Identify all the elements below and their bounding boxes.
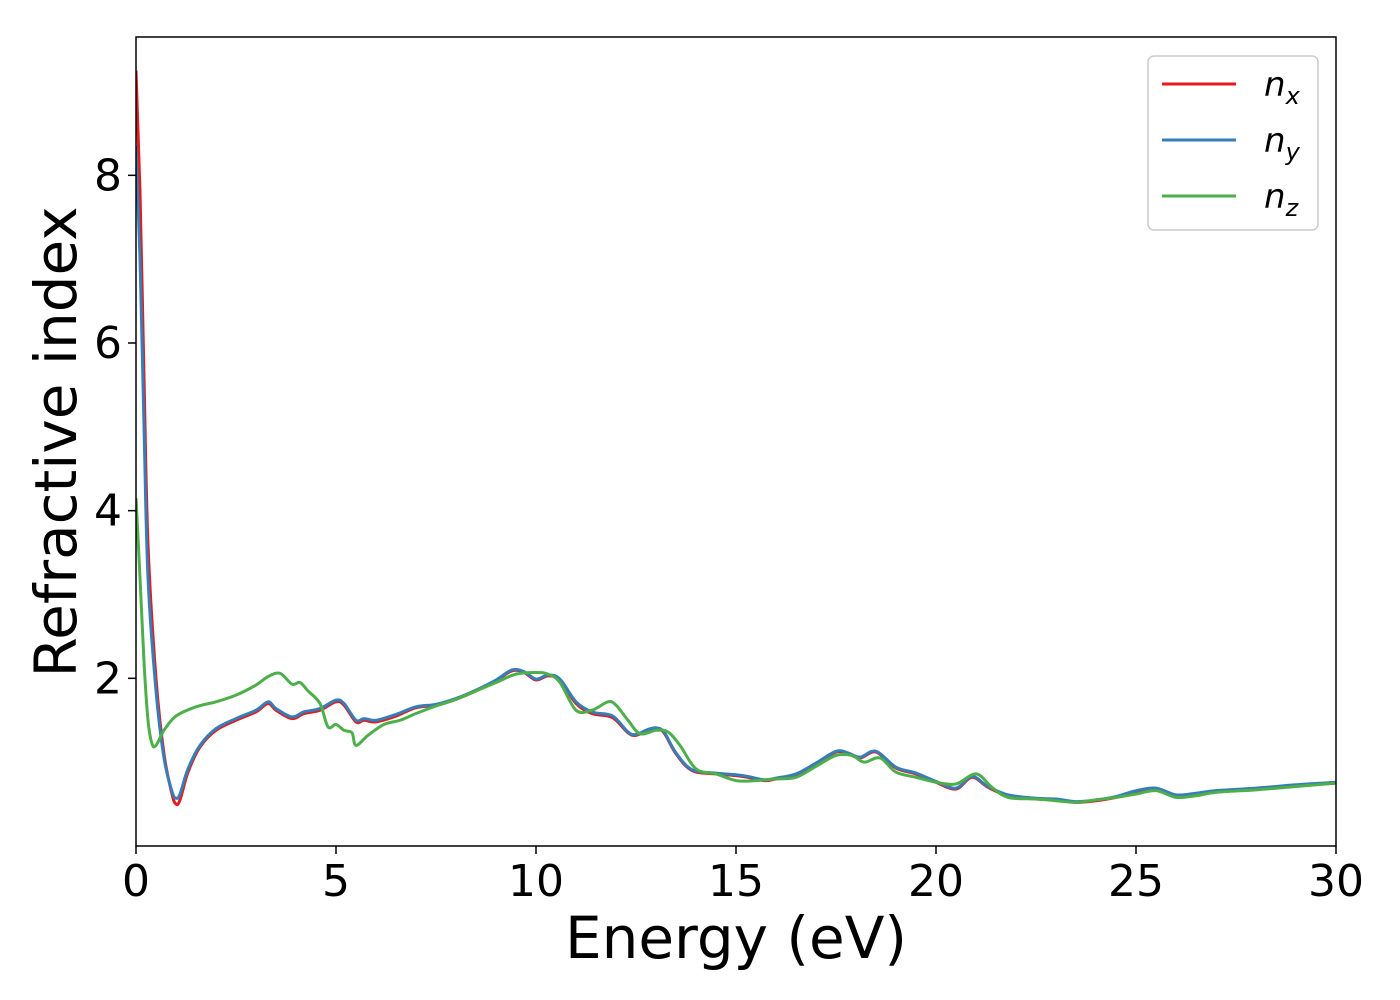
x-tick-label: 0 — [122, 856, 150, 907]
y-tick-label: 4 — [94, 486, 122, 537]
legend-label: nz — [1264, 177, 1300, 222]
x-tick-label: 20 — [908, 856, 964, 907]
y-tick-label: 8 — [94, 150, 122, 201]
x-tick-label: 15 — [708, 856, 764, 907]
legend-entry-nz: nz — [1162, 177, 1300, 222]
series-line-nz — [136, 498, 1336, 804]
x-tick-label: 10 — [508, 856, 564, 907]
x-tick-label: 25 — [1108, 856, 1164, 907]
y-axis-title: Refractive index — [22, 206, 90, 677]
legend-entry-ny: ny — [1162, 121, 1301, 166]
x-axis-ticks: 0 5 10 15 20 25 30 — [122, 846, 1364, 907]
legend-frame — [1147, 55, 1319, 231]
x-tick-label: 5 — [322, 856, 350, 907]
legend: nx ny nz — [1147, 55, 1319, 231]
y-tick-label: 2 — [94, 653, 122, 704]
series-line-ny — [136, 145, 1336, 804]
series-lines — [136, 70, 1336, 807]
x-axis-title: Energy (eV) — [565, 904, 907, 972]
legend-label: nx — [1264, 65, 1301, 110]
y-tick-label: 6 — [94, 318, 122, 369]
legend-entry-nx: nx — [1162, 65, 1301, 110]
x-tick-label: 30 — [1308, 856, 1364, 907]
legend-label: ny — [1264, 121, 1301, 166]
y-axis-ticks: 2 4 6 8 — [94, 150, 136, 704]
